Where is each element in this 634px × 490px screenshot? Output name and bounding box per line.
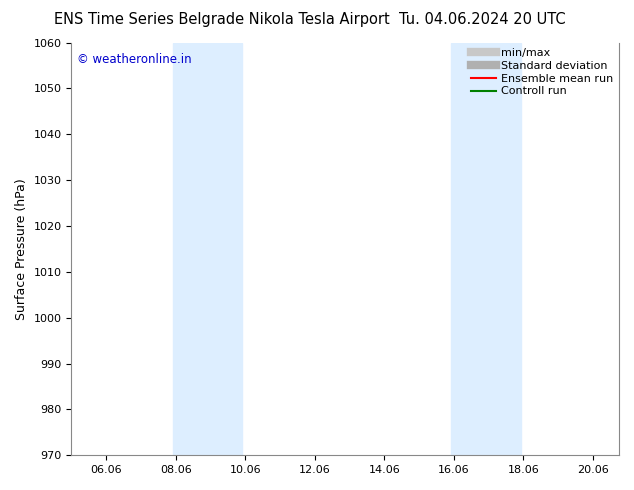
Text: © weatheronline.in: © weatheronline.in [77,53,191,66]
Text: Tu. 04.06.2024 20 UTC: Tu. 04.06.2024 20 UTC [399,12,565,27]
Legend: min/max, Standard deviation, Ensemble mean run, Controll run: min/max, Standard deviation, Ensemble me… [469,46,616,98]
Bar [451,43,521,455]
Y-axis label: Surface Pressure (hPa): Surface Pressure (hPa) [15,178,28,320]
Bar [173,43,242,455]
Text: ENS Time Series Belgrade Nikola Tesla Airport: ENS Time Series Belgrade Nikola Tesla Ai… [54,12,390,27]
